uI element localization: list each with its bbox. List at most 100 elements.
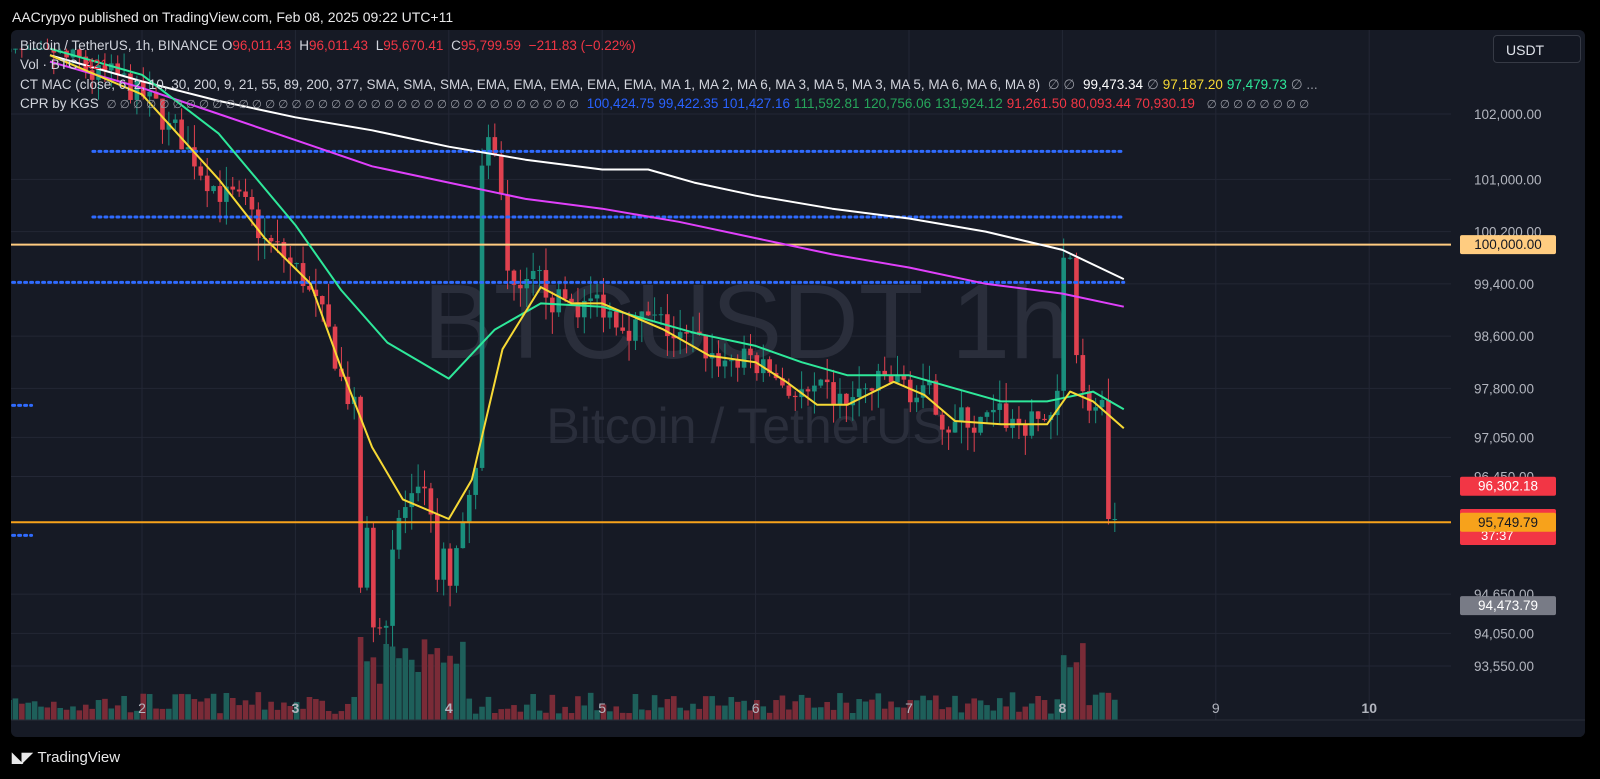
y-tick-label-9: 94,050.00 xyxy=(1474,626,1534,641)
y-tick-label-1: 101,000.00 xyxy=(1474,172,1542,187)
candle-body-13 xyxy=(77,49,82,57)
candle-body-40 xyxy=(249,196,255,210)
volume-bar-66 xyxy=(415,671,421,720)
candle-body-106 xyxy=(671,336,677,339)
candle-body-80 xyxy=(505,194,510,271)
candle-body-59 xyxy=(371,527,376,628)
footer-brand[interactable]: ◣◤ TradingView xyxy=(12,749,120,766)
volume-bar-165 xyxy=(1048,713,1054,720)
price-tag-bg-0 xyxy=(1460,235,1556,255)
volume-bar-140 xyxy=(888,701,894,720)
volume-bar-72 xyxy=(453,663,460,720)
volume-bar-54 xyxy=(338,711,345,720)
candle-body-14 xyxy=(83,56,89,71)
volume-bar-32 xyxy=(198,701,204,720)
y-tick-label-3: 99,400.00 xyxy=(1474,277,1534,292)
volume-bar-28 xyxy=(172,694,179,720)
volume-bar-127 xyxy=(805,697,811,720)
volume-bar-157 xyxy=(996,698,1003,720)
chart-panel[interactable]: BTCUSDT 1h Bitcoin / TetherUS 102,000.00 10… xyxy=(11,30,1585,737)
volume-bar-8 xyxy=(44,707,51,720)
candle-body-124 xyxy=(786,385,792,396)
legend-c-label: C xyxy=(451,38,461,53)
candle-body-136 xyxy=(863,388,868,390)
candle-body-140 xyxy=(888,375,894,383)
candle-body-63 xyxy=(396,517,402,550)
candle-body-16 xyxy=(96,65,101,80)
candle-body-172 xyxy=(1093,407,1098,411)
volume-bar-159 xyxy=(1009,692,1016,720)
volume-bar-88 xyxy=(555,713,562,720)
volume-bar-92 xyxy=(581,705,588,720)
candle-body-154 xyxy=(978,416,983,433)
candle-body-60 xyxy=(377,627,383,629)
volume-bar-48 xyxy=(300,708,306,720)
candle-body-27 xyxy=(166,122,172,130)
volume-bar-74 xyxy=(466,698,473,720)
candle-body-6 xyxy=(32,48,37,50)
currency-selector[interactable]: USDT xyxy=(1493,35,1581,63)
volume-bar-118 xyxy=(747,710,754,720)
volume-bar-63 xyxy=(396,658,402,720)
volume-bar-90 xyxy=(568,713,575,720)
cpr-value-1: 99,422.35 xyxy=(658,96,719,111)
volume-bar-132 xyxy=(837,693,843,720)
legend-l: 95,670.41 xyxy=(383,38,444,53)
volume-bar-172 xyxy=(1092,694,1099,720)
volume-bar-86 xyxy=(543,712,549,720)
candle-body-169 xyxy=(1074,257,1079,356)
volume-bar-151 xyxy=(958,712,965,720)
volume-bar-131 xyxy=(830,709,837,720)
volume-bar-71 xyxy=(447,655,453,720)
volume-bar-36 xyxy=(223,693,230,720)
volume-bar-139 xyxy=(881,708,888,720)
volume-bar-174 xyxy=(1105,692,1112,720)
volume-bar-161 xyxy=(1022,706,1029,720)
volume-bar-24 xyxy=(146,694,153,720)
volume-bar-150 xyxy=(952,695,958,720)
volume-bar-104 xyxy=(658,707,664,720)
candle-body-30 xyxy=(185,147,191,150)
volume-bar-17 xyxy=(102,698,108,720)
volume-bar-76 xyxy=(479,706,485,720)
volume-bar-19 xyxy=(114,705,121,720)
volume-bar-148 xyxy=(939,709,946,720)
candle-body-36 xyxy=(224,186,229,202)
y-tick-label-4: 98,600.00 xyxy=(1474,329,1534,344)
cpr-value-6: 91,261.50 xyxy=(1006,96,1067,111)
legend-cpr-label: CPR by KGS xyxy=(20,96,99,111)
candle-body-71 xyxy=(447,548,453,586)
candle-body-39 xyxy=(243,191,248,197)
volume-bar-38 xyxy=(236,705,242,720)
candle-body-160 xyxy=(1016,418,1022,424)
legend-vol-label: Vol · BTC xyxy=(20,57,78,72)
volume-bar-10 xyxy=(57,707,63,720)
candle-body-152 xyxy=(965,407,971,428)
candle-body-94 xyxy=(594,294,600,299)
legend-cpr-tail: ∅ ∅ ∅ ∅ ∅ ∅ ∅ ∅ xyxy=(1206,99,1310,111)
price-tag-label-4: 94,473.79 xyxy=(1478,598,1538,613)
volume-bar-145 xyxy=(920,695,926,720)
volume-bar-119 xyxy=(754,700,760,720)
volume-bar-155 xyxy=(984,705,990,720)
volume-bar-50 xyxy=(313,699,319,720)
candle-body-21 xyxy=(128,73,133,100)
volume-bar-34 xyxy=(210,693,217,720)
volume-bar-29 xyxy=(178,693,185,720)
volume-bar-137 xyxy=(869,699,875,720)
candle-body-24 xyxy=(147,91,152,97)
candle-body-7 xyxy=(38,48,44,50)
volume-bar-124 xyxy=(786,709,792,720)
price-tag-label-1: 96,302.18 xyxy=(1478,479,1538,494)
y-tick-label-6: 97,050.00 xyxy=(1474,430,1534,445)
candle-body-25 xyxy=(153,91,159,99)
candle-body-26 xyxy=(160,98,165,130)
candle-body-111 xyxy=(703,334,709,359)
candle-body-66 xyxy=(415,486,421,494)
volume-bar-175 xyxy=(1112,699,1118,720)
candle-body-38 xyxy=(236,189,242,192)
candle-body-75 xyxy=(473,467,478,495)
candle-body-32 xyxy=(198,166,204,176)
volume-bar-138 xyxy=(875,693,882,720)
